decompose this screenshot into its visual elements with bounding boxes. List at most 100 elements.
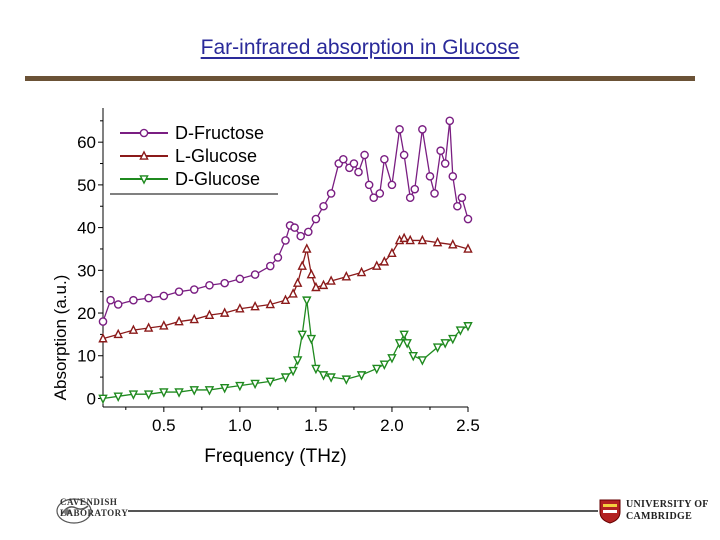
cambridge-logo-text: UNIVERSITY OF CAMBRIDGE bbox=[626, 499, 709, 523]
series-line bbox=[102, 300, 469, 400]
data-point bbox=[360, 150, 369, 160]
data-point bbox=[98, 394, 108, 405]
cavendish-line1: CAVENDISH bbox=[60, 497, 118, 507]
x-tick-label: 1.0 bbox=[228, 416, 252, 435]
legend-marker bbox=[139, 128, 149, 138]
data-point bbox=[318, 371, 329, 381]
data-point bbox=[341, 375, 352, 385]
data-point bbox=[387, 247, 397, 258]
data-point bbox=[220, 278, 229, 288]
data-point bbox=[410, 184, 420, 194]
data-point bbox=[144, 293, 153, 303]
y-tick-label: 30 bbox=[77, 261, 96, 280]
data-point bbox=[408, 351, 418, 362]
data-point bbox=[356, 266, 367, 277]
cambridge-crest-icon bbox=[599, 499, 621, 524]
data-point bbox=[143, 322, 154, 332]
data-point bbox=[204, 386, 215, 396]
data-point bbox=[395, 125, 404, 134]
data-point bbox=[399, 330, 409, 341]
data-point bbox=[387, 354, 397, 364]
series-d-fructose bbox=[98, 116, 473, 326]
data-point bbox=[417, 234, 428, 245]
data-point bbox=[379, 360, 390, 370]
y-tick-label: 40 bbox=[77, 219, 96, 238]
data-point bbox=[297, 330, 307, 341]
y-tick-label: 50 bbox=[77, 176, 96, 195]
data-point bbox=[265, 261, 275, 271]
data-point bbox=[394, 339, 405, 349]
data-point bbox=[174, 287, 184, 296]
data-point bbox=[290, 223, 299, 232]
data-point bbox=[387, 180, 397, 190]
data-point bbox=[405, 234, 415, 245]
data-point bbox=[189, 285, 199, 294]
data-point bbox=[297, 260, 307, 270]
data-point bbox=[250, 270, 260, 279]
data-point bbox=[288, 288, 298, 298]
y-tick-label: 60 bbox=[77, 133, 96, 152]
x-tick-label: 1.5 bbox=[304, 416, 328, 435]
data-point bbox=[205, 280, 214, 290]
data-point bbox=[402, 339, 412, 349]
data-point bbox=[372, 260, 382, 270]
data-point bbox=[440, 339, 450, 349]
data-point bbox=[280, 294, 291, 305]
cambridge-line2: CAMBRIDGE bbox=[626, 511, 693, 522]
legend-item: D-Fructose bbox=[120, 123, 264, 143]
series-d-glucose bbox=[98, 296, 473, 405]
legend-label: D-Fructose bbox=[175, 123, 264, 143]
data-point bbox=[338, 154, 348, 164]
data-point bbox=[379, 256, 390, 266]
data-point bbox=[311, 214, 321, 224]
data-point bbox=[113, 328, 123, 339]
data-point bbox=[143, 390, 154, 400]
x-tick-label: 2.0 bbox=[380, 416, 404, 435]
data-point bbox=[235, 303, 245, 313]
data-point bbox=[302, 243, 312, 253]
legend-item: D-Glucose bbox=[120, 169, 260, 189]
data-point bbox=[113, 392, 123, 402]
data-point bbox=[405, 193, 415, 202]
data-point bbox=[304, 227, 313, 237]
data-point bbox=[296, 231, 306, 241]
data-point bbox=[189, 386, 199, 396]
data-point bbox=[430, 189, 439, 198]
data-point bbox=[417, 356, 428, 366]
data-point bbox=[302, 296, 312, 306]
legend-item: L-Glucose bbox=[120, 146, 257, 166]
data-point bbox=[311, 281, 321, 292]
data-point bbox=[189, 313, 199, 324]
data-point bbox=[235, 274, 245, 284]
data-point bbox=[113, 300, 123, 309]
legend-marker bbox=[139, 150, 149, 160]
data-point bbox=[174, 388, 184, 398]
cambridge-line1: UNIVERSITY OF bbox=[626, 499, 709, 510]
data-point bbox=[219, 307, 230, 317]
data-point bbox=[273, 253, 283, 262]
data-point bbox=[364, 180, 374, 190]
data-point bbox=[292, 277, 303, 287]
data-point bbox=[448, 239, 458, 249]
data-point bbox=[436, 146, 445, 156]
y-tick-label: 10 bbox=[77, 347, 96, 366]
footer-divider bbox=[128, 510, 598, 512]
data-point bbox=[432, 343, 443, 353]
data-point bbox=[356, 371, 367, 381]
data-point bbox=[354, 167, 363, 177]
data-point bbox=[292, 356, 303, 366]
x-tick-label: 2.5 bbox=[456, 416, 480, 435]
data-point bbox=[453, 201, 462, 211]
data-point bbox=[280, 373, 291, 383]
cavendish-logo-icon bbox=[56, 498, 92, 524]
data-point bbox=[326, 373, 336, 383]
data-point bbox=[372, 364, 382, 375]
legend: D-Fructose L-Glucose D-Glucose bbox=[110, 116, 278, 195]
legend-label: L-Glucose bbox=[175, 146, 257, 166]
data-point bbox=[448, 172, 458, 181]
y-tick-label: 20 bbox=[77, 304, 96, 323]
data-point bbox=[463, 214, 473, 224]
data-point bbox=[288, 366, 298, 377]
data-point bbox=[235, 381, 245, 392]
cavendish-line2: LABORATORY bbox=[60, 508, 129, 518]
